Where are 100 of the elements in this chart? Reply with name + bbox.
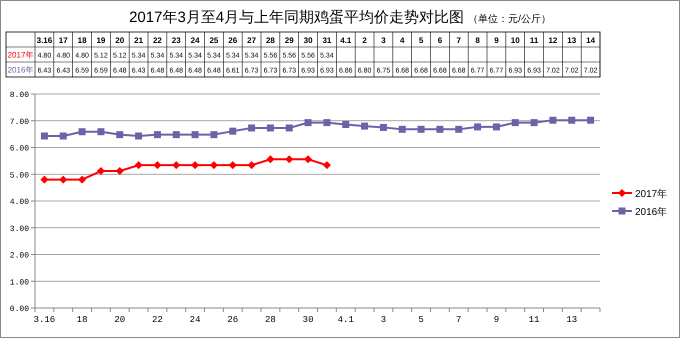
x-tick-label: 3 xyxy=(381,36,386,45)
category-label: 24 xyxy=(190,315,200,325)
y-tick-label: 2.00 xyxy=(10,252,30,260)
x-tick-label: 14 xyxy=(586,36,596,45)
chart-subtitle: （单位：元/公斤） xyxy=(468,13,551,25)
point xyxy=(153,161,162,170)
y-tick-label: 6.00 xyxy=(10,144,30,154)
x-tick-label: 26 xyxy=(228,36,238,45)
point xyxy=(455,126,462,133)
category-label: 26 xyxy=(227,315,238,325)
point xyxy=(228,161,237,170)
text: 2016年 xyxy=(8,66,34,74)
point xyxy=(266,155,274,164)
point xyxy=(398,126,406,133)
x-tick-label: 11 xyxy=(530,36,539,45)
x-tick-label: 30 xyxy=(304,36,314,45)
point xyxy=(191,161,200,170)
x-tick-label: 7 xyxy=(456,36,462,45)
point xyxy=(286,124,293,132)
point xyxy=(172,131,180,138)
point xyxy=(172,161,180,170)
x-tick-label: 13 xyxy=(567,36,577,45)
point xyxy=(116,131,124,138)
x-tick-label: 23 xyxy=(172,36,182,45)
point xyxy=(116,167,124,176)
point xyxy=(96,167,105,176)
x-tick-label: 9 xyxy=(494,36,500,45)
point xyxy=(229,128,236,135)
y-tick-label: 1.00 xyxy=(10,278,30,288)
category-label: 20 xyxy=(114,315,126,325)
y-tick-label: 3.00 xyxy=(10,224,30,234)
category-label: 13 xyxy=(566,315,578,325)
x-tick-label: 21 xyxy=(134,36,144,45)
x-tick-label: 31 xyxy=(322,36,332,45)
category-label: 28 xyxy=(265,315,276,325)
point xyxy=(59,176,68,184)
category-label: 9 xyxy=(494,315,500,325)
y-tick-label: 5.00 xyxy=(10,171,30,180)
x-tick-label: 2 xyxy=(362,36,368,45)
x-tick-label: 20 xyxy=(115,36,125,45)
point xyxy=(60,132,67,140)
point xyxy=(323,119,330,126)
point xyxy=(266,124,274,132)
point xyxy=(210,131,218,138)
point xyxy=(40,132,48,140)
x-tick-label: 4 xyxy=(400,36,406,45)
point xyxy=(40,176,48,184)
point xyxy=(78,128,86,136)
point xyxy=(304,119,312,126)
x-tick-label: 5 xyxy=(418,36,424,45)
x-tick-label: 24 xyxy=(190,36,200,45)
x-tick-label: 17 xyxy=(58,36,68,45)
x-tick-label: 12 xyxy=(548,36,558,45)
point xyxy=(210,161,218,170)
category-label: 11 xyxy=(528,315,540,325)
category-label: 7 xyxy=(456,315,462,325)
point xyxy=(322,161,331,170)
point xyxy=(135,132,142,140)
point xyxy=(134,161,143,170)
legend-label: 2017年 xyxy=(635,188,668,200)
point xyxy=(549,116,556,124)
y-tick-label: 0.00 xyxy=(10,305,30,314)
x-tick-label: 8 xyxy=(475,36,480,45)
point xyxy=(530,119,538,126)
category-label: 4.1 xyxy=(338,315,354,325)
x-tick-label: 29 xyxy=(284,36,294,45)
y-tick-label: 8.00 xyxy=(10,91,30,100)
x-tick-label: 27 xyxy=(247,36,257,45)
point xyxy=(285,155,294,164)
category-label: 22 xyxy=(152,315,163,325)
x-tick-label: 22 xyxy=(152,36,162,45)
legend-label: 2016年 xyxy=(635,206,668,218)
point xyxy=(248,124,256,132)
x-tick-label: 4.1 xyxy=(340,36,352,45)
point xyxy=(78,176,86,184)
point xyxy=(192,131,199,138)
text: 2017年 xyxy=(8,50,34,60)
point xyxy=(568,116,576,124)
x-tick-label: 28 xyxy=(266,36,276,45)
x-tick-label: 6 xyxy=(438,36,443,45)
point xyxy=(492,123,500,130)
y-tick-label: 4.00 xyxy=(10,198,30,207)
point xyxy=(304,155,312,164)
x-tick-label: 10 xyxy=(510,36,520,45)
point xyxy=(154,131,161,138)
point xyxy=(248,161,256,170)
point xyxy=(97,128,104,136)
point xyxy=(587,116,594,124)
x-tick-label: 19 xyxy=(96,36,106,45)
point xyxy=(418,126,425,133)
category-label: 3 xyxy=(380,315,386,325)
point xyxy=(512,119,519,126)
category-label: 5 xyxy=(418,315,424,325)
y-tick-label: 7.00 xyxy=(10,118,30,127)
point xyxy=(474,123,482,130)
point xyxy=(436,126,444,133)
point xyxy=(380,124,387,131)
chart-title: 2017年3月至4月与上年同期鸡蛋平均价走势对比图 xyxy=(129,9,464,26)
x-tick-label: 3.16 xyxy=(36,36,53,45)
x-tick-label: 18 xyxy=(78,36,88,45)
